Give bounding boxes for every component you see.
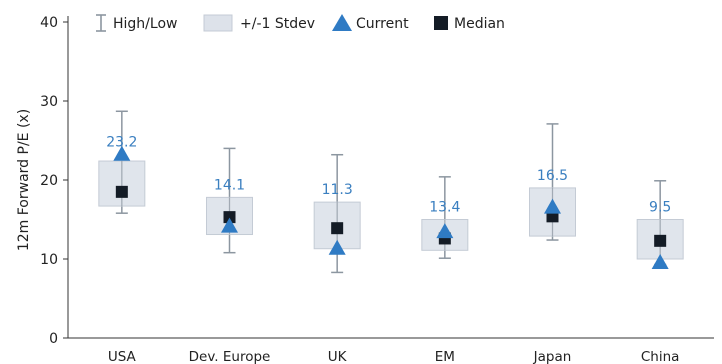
legend-median-icon — [434, 16, 448, 30]
y-tick-label: 20 — [40, 173, 58, 189]
category-group: 11.3 — [313, 153, 361, 274]
x-tick-label: USA — [108, 349, 137, 364]
current-value-label: 9.5 — [649, 200, 671, 216]
y-tick-label: 30 — [40, 94, 58, 110]
y-tick-label: 0 — [49, 331, 58, 347]
x-tick-label: China — [641, 349, 680, 364]
current-value-label: 16.5 — [537, 168, 568, 184]
legend-current-icon — [332, 14, 352, 31]
current-marker — [113, 145, 131, 161]
category-group: 23.2 — [98, 110, 146, 214]
legend-median: Median — [434, 16, 505, 32]
current-value-label: 11.3 — [322, 182, 353, 198]
legend-stdev-label: +/-1 Stdev — [240, 16, 315, 32]
legend-current: Current — [332, 14, 409, 32]
legend-high-low: High/Low — [96, 14, 177, 32]
legend-median-label: Median — [454, 16, 505, 32]
x-tick-label: UK — [328, 349, 348, 364]
current-marker — [328, 239, 346, 255]
category-group: 9.5 — [636, 180, 684, 269]
median-marker — [115, 185, 128, 198]
legend-stdev-icon — [203, 14, 233, 32]
current-marker — [436, 223, 454, 239]
current-marker — [544, 198, 561, 214]
median-marker — [654, 234, 667, 247]
category-group: 14.1 — [206, 147, 253, 254]
axes: 0 10 20 30 40 USA Dev. Europe UK EM Japan China — [40, 15, 714, 364]
current-value-label: 14.1 — [214, 177, 245, 193]
y-tick-label: 40 — [40, 15, 58, 31]
current-value-label: 13.4 — [429, 200, 460, 216]
median-marker — [331, 222, 344, 235]
x-tick-label: Dev. Europe — [189, 349, 271, 364]
y-tick-label: 10 — [40, 252, 58, 268]
median-marker — [223, 211, 236, 224]
current-marker — [651, 253, 669, 269]
x-tick-label: Japan — [533, 349, 572, 364]
y-axis-label: 12m Forward P/E (x) — [16, 109, 32, 251]
legend-high-low-label: High/Low — [113, 16, 177, 32]
current-value-label: 23.2 — [106, 135, 137, 151]
legend: High/Low +/-1 Stdev Current Median — [96, 14, 505, 32]
x-tick-label: EM — [435, 349, 455, 364]
current-marker — [221, 217, 238, 233]
category-group: 13.4 — [421, 176, 469, 259]
category-group: 16.5 — [529, 123, 576, 241]
legend-current-label: Current — [356, 16, 409, 32]
legend-stdev: +/-1 Stdev — [203, 14, 315, 32]
marks: 23.2 14.1 11.3 13.4 16.5 9.5 — [98, 110, 684, 274]
